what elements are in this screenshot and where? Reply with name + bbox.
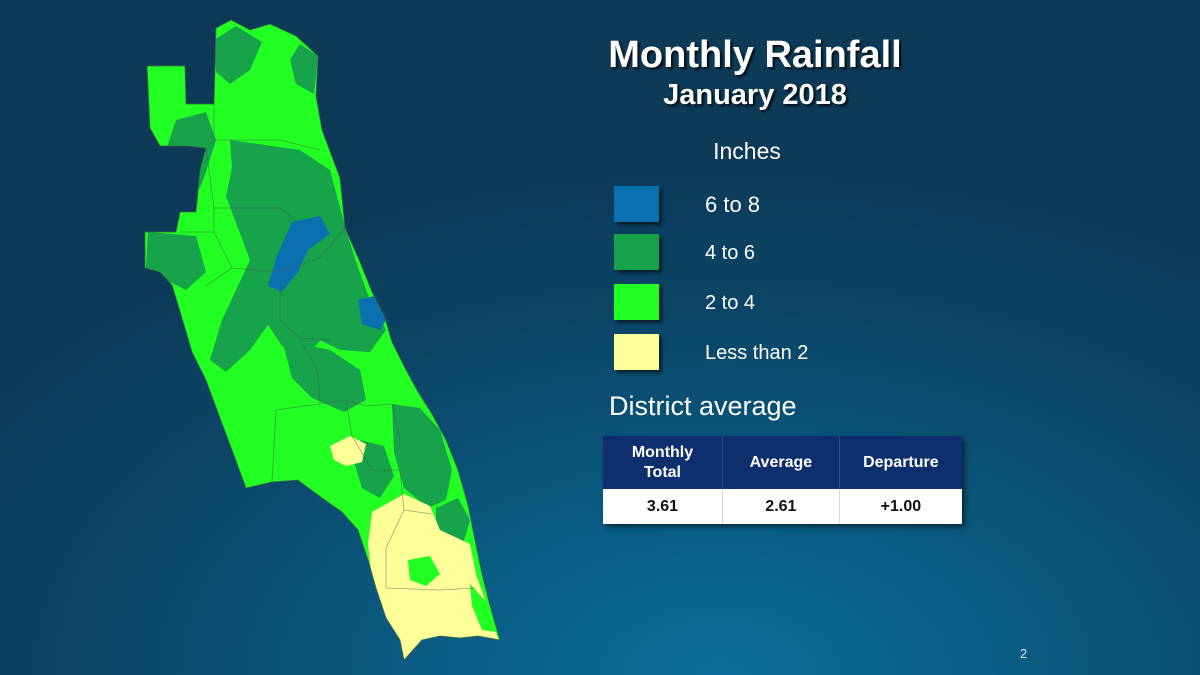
region-6-to-8 <box>358 296 386 330</box>
region-less-than-2 <box>368 494 500 660</box>
region-4-to-6 <box>354 440 394 498</box>
region-less-than-2 <box>330 436 366 466</box>
column-header-departure: Departure <box>839 436 962 489</box>
region-2-to-4 <box>470 584 496 632</box>
legend-label: 4 to 6 <box>705 242 756 264</box>
region-4-to-6 <box>262 290 330 352</box>
legend-label: Less than 2 <box>705 342 809 364</box>
table-header-row: Monthly Total Average Departure <box>603 436 962 489</box>
column-header-monthly-total: Monthly Total <box>603 436 723 489</box>
legend-swatch-less-than-2 <box>614 334 659 370</box>
legend-swatch-2-to-4 <box>614 284 659 320</box>
average-value: 2.61 <box>722 489 840 524</box>
legend-swatch-6-to-8 <box>614 186 659 222</box>
region-4-to-6 <box>392 404 452 508</box>
map-title: Monthly Rainfall <box>608 34 902 76</box>
column-header-label: Monthly Total <box>631 443 694 481</box>
legend-label: 2 to 4 <box>705 292 756 314</box>
legend-swatch-4-to-6 <box>614 234 659 270</box>
monthly-total-value: 3.61 <box>603 489 723 524</box>
county-boundaries <box>180 104 477 591</box>
region-6-to-8 <box>268 216 330 292</box>
departure-value: +1.00 <box>839 489 962 524</box>
map-subtitle: January 2018 <box>663 79 847 111</box>
page-number: 2 <box>1020 646 1028 661</box>
region-4-to-6 <box>214 26 262 84</box>
district-average-table: Monthly Total Average Departure 3.61 2.6… <box>603 436 962 524</box>
legend-units: Inches <box>713 138 781 164</box>
region-4-to-6 <box>282 340 366 412</box>
table-row: 3.61 2.61 +1.00 <box>603 489 962 524</box>
region-2-to-4 <box>408 556 440 586</box>
district-average-heading: District average <box>609 391 797 421</box>
column-header-average: Average <box>722 436 840 489</box>
legend-label: 6 to 8 <box>705 192 761 217</box>
region-4-to-6 <box>290 44 318 94</box>
